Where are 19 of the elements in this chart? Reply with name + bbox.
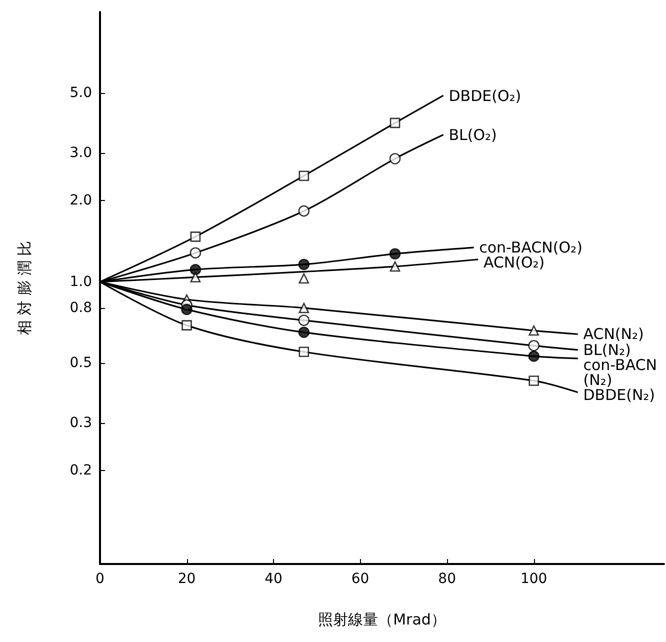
series-label: DBDE(O₂) bbox=[448, 86, 522, 105]
x-tick-label: 100 bbox=[520, 571, 548, 587]
x-tick-label: 0 bbox=[96, 571, 104, 587]
y-tick-label: 2.0 bbox=[70, 192, 92, 209]
y-axis-title: 相 対 膨 潤 比 bbox=[16, 240, 34, 336]
y-tick-label: 3.0 bbox=[70, 145, 92, 162]
series-label: ACN(N₂) bbox=[583, 325, 644, 344]
x-tick-label: 40 bbox=[264, 571, 282, 587]
y-tick-label: 5.0 bbox=[70, 85, 92, 102]
x-tick-label: 80 bbox=[438, 571, 456, 587]
x-axis-title: 照射線量（Mrad） bbox=[318, 610, 446, 628]
y-tick-label: 0.3 bbox=[70, 414, 92, 431]
y-tick-label: 1.0 bbox=[70, 274, 92, 290]
y-tick-label: 0.8 bbox=[70, 300, 92, 316]
y-tick-label: 0.5 bbox=[70, 355, 92, 372]
x-tick-label: 20 bbox=[178, 571, 196, 587]
x-tick-label: 60 bbox=[351, 571, 370, 587]
y-tick-label: 0.2 bbox=[70, 462, 92, 478]
series-label: BL(O₂) bbox=[448, 126, 497, 144]
